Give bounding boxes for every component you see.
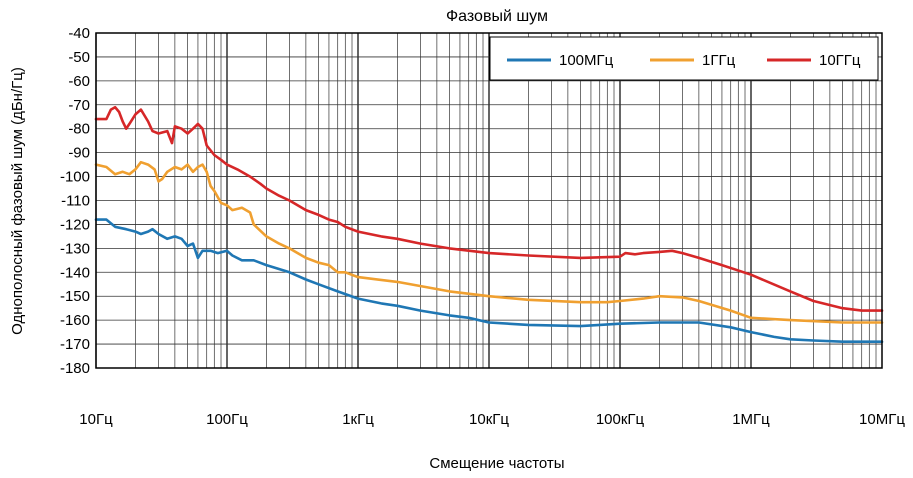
- legend: 100МГц 1ГГц 10ГГц: [489, 36, 879, 81]
- grid: [95, 32, 882, 369]
- y-tick-label: -130: [60, 240, 90, 257]
- x-tick-label: 1кГц: [342, 411, 374, 428]
- x-axis-label: Смещение частоты: [429, 455, 564, 472]
- series-line-2: [94, 105, 884, 312]
- y-tick-label: -60: [68, 73, 90, 90]
- series-layer: [94, 105, 884, 343]
- x-tick-labels: 10Гц 100Гц 1кГц 10кГц 100кГц 1МГц 10МГц: [79, 411, 905, 428]
- plot-frame: [95, 32, 883, 369]
- x-tick-label: 1МГц: [732, 411, 770, 428]
- y-tick-labels: -40 -50 -60 -70 -80 -90 -100 -110 -120 -130 -140 -1…: [60, 25, 90, 377]
- y-tick-label: -50: [68, 49, 90, 66]
- x-tick-label: 10МГц: [859, 411, 905, 428]
- x-tick-label: 100кГц: [596, 411, 645, 428]
- y-tick-label: -160: [60, 312, 90, 329]
- y-tick-label: -140: [60, 264, 90, 281]
- y-tick-label: -180: [60, 360, 90, 377]
- y-tick-label: -110: [61, 193, 90, 210]
- y-axis-label: Однополосный фазовый шум (дБн/Гц): [9, 67, 26, 335]
- y-tick-label: -150: [60, 288, 90, 305]
- legend-label-1: 1ГГц: [702, 52, 736, 69]
- y-tick-label: -120: [60, 216, 90, 233]
- y-tick-label: -40: [68, 25, 90, 42]
- series-line-0: [94, 218, 884, 343]
- x-tick-label: 10кГц: [469, 411, 509, 428]
- x-tick-label: 10Гц: [79, 411, 113, 428]
- y-tick-label: -70: [68, 97, 90, 114]
- legend-label-0: 100МГц: [559, 52, 614, 69]
- y-tick-label: -100: [60, 169, 90, 186]
- y-tick-label: -90: [68, 145, 90, 162]
- y-tick-label: -170: [60, 336, 90, 353]
- chart-title: Фазовый шум: [446, 8, 548, 25]
- series-line-1: [94, 160, 884, 324]
- legend-label-2: 10ГГц: [819, 52, 861, 69]
- y-tick-label: -80: [68, 121, 90, 138]
- x-tick-label: 100Гц: [206, 411, 248, 428]
